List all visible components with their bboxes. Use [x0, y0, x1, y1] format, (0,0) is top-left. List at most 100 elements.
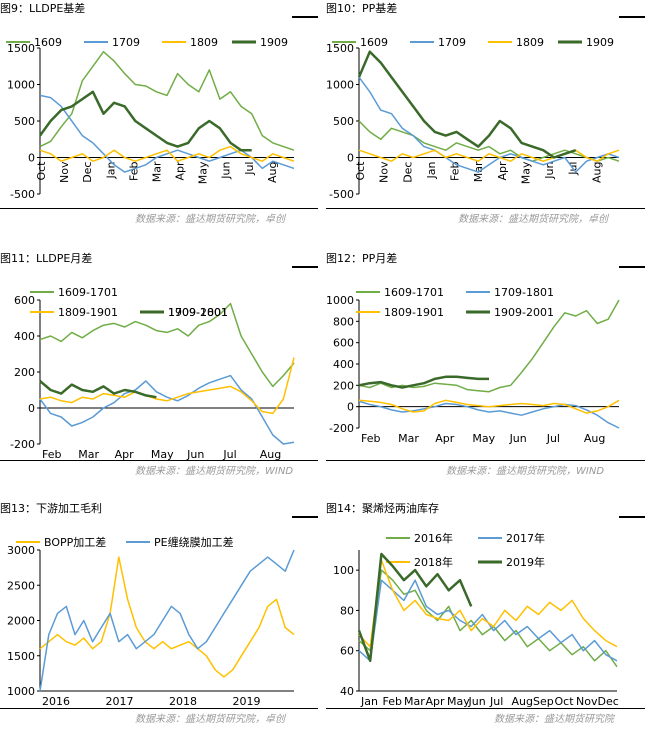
- legend-label: 1909: [586, 36, 614, 49]
- y-tick-label: 1500: [7, 42, 35, 55]
- series-line-1: [39, 549, 295, 692]
- x-tick-label: Jun: [186, 448, 204, 461]
- legend-label: 1909: [260, 36, 288, 49]
- x-tick-label: Aug: [266, 162, 279, 183]
- series-line-3: [38, 90, 252, 152]
- x-tick-label: Jan: [425, 161, 438, 179]
- x-tick-label: 2019: [233, 695, 261, 708]
- y-tick-label: 40: [340, 685, 354, 698]
- x-tick-label: Jul: [489, 695, 503, 708]
- series-line-3: [357, 50, 577, 159]
- y-tick-label: -200: [10, 438, 35, 451]
- x-tick-label: Aug: [584, 432, 605, 445]
- chart-svg: 1000 1500 2000 2500 3000 2016 2017 2018 2019 BOPP…: [7, 535, 295, 708]
- y-tick-label: 500: [333, 115, 354, 128]
- chart-caption: 图11：LLDPE月差: [0, 252, 93, 265]
- legend-label: 1609-1701: [384, 286, 444, 299]
- x-tick-label: Apr: [174, 161, 187, 181]
- series-line-2: [358, 399, 620, 414]
- x-tick-label: 2016: [42, 695, 70, 708]
- series-line-1: [358, 76, 620, 173]
- y-tick-label: 1000: [326, 79, 354, 92]
- chart-source: 数据来源：盛达期货研究院: [494, 714, 614, 725]
- legend-label: 1809-1901: [384, 306, 444, 319]
- caption-accent-bar: [292, 266, 318, 268]
- panel-bottom-rule: [326, 708, 645, 709]
- chart-caption: 图9：LLDPE基差: [0, 2, 86, 15]
- y-tick-label: 1000: [7, 685, 35, 698]
- panel-bottom-rule: [0, 708, 318, 709]
- x-tick-label: May: [151, 448, 174, 461]
- x-tick-label: Nov: [58, 161, 71, 183]
- chart-caption: 图10：PP基差: [326, 2, 398, 15]
- y-tick-label: 200: [14, 366, 35, 379]
- chart-source: 数据来源：盛达期货研究院，卓创: [135, 714, 285, 725]
- y-tick-label: 1500: [326, 42, 354, 55]
- legend-label: BOPP加工差: [44, 535, 106, 549]
- x-tick-label: Sep: [533, 695, 554, 708]
- chart-source: 数据来源：盛达期货研究院，卓创: [458, 214, 608, 225]
- chart-caption: 图13：下游加工毛利: [0, 502, 102, 515]
- y-tick-label: 600: [14, 294, 35, 307]
- series-line-0: [39, 556, 295, 678]
- x-tick-label: Jun: [468, 695, 486, 708]
- x-tick-label: Nov: [378, 161, 391, 183]
- y-tick-label: -500: [329, 188, 354, 201]
- series-line-0: [39, 50, 295, 151]
- y-tick-label: 80: [340, 604, 354, 617]
- x-tick-label: Mar: [150, 161, 163, 182]
- x-tick-label: 2018: [169, 695, 197, 708]
- series-line-3: [358, 375, 489, 389]
- x-tick-label: May: [447, 695, 470, 708]
- chart-panel-p10: 图10：PP基差 -500 0 500 1000 1500 Oct Nov Dec Jan Feb M…: [326, 0, 649, 240]
- legend-label: 1809-1901: [58, 306, 118, 319]
- series-line-1: [358, 579, 618, 662]
- series-line-1: [39, 94, 295, 173]
- series-line-0: [358, 120, 620, 162]
- y-tick-label: 1500: [7, 650, 35, 663]
- series-line-1: [39, 374, 295, 445]
- y-tick-label: 200: [333, 379, 354, 392]
- y-tick-label: 500: [14, 115, 35, 128]
- y-tick-label: 0: [28, 402, 35, 415]
- chart-svg: -200 0 200 400 600 800 1000 Feb Mar Apr May Jun Jul A…: [326, 286, 620, 445]
- legend-label: 1709-1801: [494, 286, 554, 299]
- chart-source: 数据来源：盛达期货研究院，WIND: [135, 466, 294, 477]
- series-line-2: [358, 149, 620, 162]
- y-tick-label: 100: [333, 564, 354, 577]
- y-tick-label: 3000: [7, 544, 35, 557]
- panel-bottom-rule: [0, 460, 318, 461]
- legend-label: 1709: [112, 36, 140, 49]
- y-tick-label: 600: [333, 337, 354, 350]
- x-tick-label: Feb: [361, 432, 380, 445]
- legend-label: 2017年: [506, 531, 545, 545]
- panel-bottom-rule: [326, 208, 645, 209]
- x-tick-label: Jun: [220, 161, 233, 179]
- x-tick-label: Oct: [354, 161, 367, 181]
- y-tick-label: 0: [347, 401, 354, 414]
- x-tick-label: Jun: [543, 161, 556, 179]
- y-tick-label: 60: [340, 645, 354, 658]
- x-tick-label: Jul: [243, 162, 256, 176]
- legend-label: 1609-1701: [58, 286, 118, 299]
- chart-panel-p14: 图14：聚烯烃两油库存 40 60 80 100 Jan Feb Mar Apr May Jun Ju…: [326, 500, 649, 741]
- y-tick-label: 2000: [7, 615, 35, 628]
- legend-label: 1909-2001: [494, 306, 554, 319]
- y-tick-label: 0: [28, 152, 35, 165]
- x-tick-label: Apr: [496, 161, 509, 181]
- x-tick-label: Mar: [398, 432, 419, 445]
- legend-label: 1609: [360, 36, 388, 49]
- x-tick-label: Oct: [555, 695, 575, 708]
- x-tick-label: Dec: [598, 695, 619, 708]
- x-tick-label: Feb: [127, 161, 140, 180]
- x-tick-label: Feb: [449, 161, 462, 180]
- x-tick-label: Oct: [35, 161, 48, 181]
- legend-label: 2018年: [414, 555, 453, 569]
- series-line-3: [39, 380, 157, 399]
- chart-panel-p13: 图13：下游加工毛利 1000 1500 2000 2500 3000 2016 2017 20…: [0, 500, 322, 741]
- legend-label: 1909-2001: [168, 306, 228, 319]
- x-tick-label: Feb: [383, 695, 402, 708]
- x-tick-label: Aug: [260, 448, 281, 461]
